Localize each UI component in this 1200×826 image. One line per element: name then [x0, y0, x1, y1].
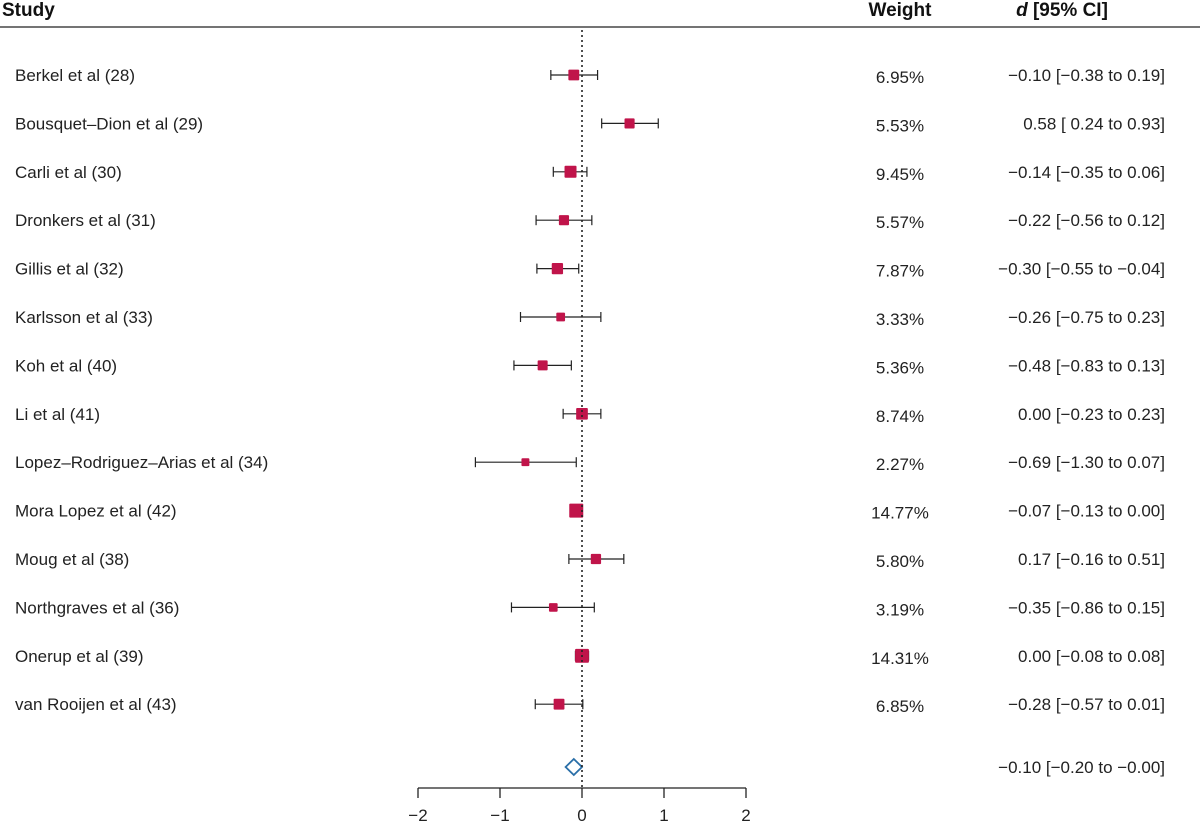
x-axis: −2 −1 0 1 2	[408, 787, 751, 825]
effect-marker	[556, 312, 566, 322]
study-row: Lopez–Rodriguez–Arias et al (34) 2.27% −0.…	[15, 453, 1165, 474]
header-ci-symbol: d	[1016, 0, 1028, 21]
study-name: Carli et al (30)	[15, 163, 122, 182]
study-ci: 0.00 [−0.23 to 0.23]	[1018, 405, 1165, 424]
study-ci: 0.00 [−0.08 to 0.08]	[1018, 647, 1165, 666]
study-row: van Rooijen et al (43) 6.85% −0.28 [−0.57 …	[15, 695, 1165, 716]
study-ci: −0.07 [−0.13 to 0.00]	[1008, 502, 1165, 521]
study-name: Koh et al (40)	[15, 356, 117, 375]
study-row: Berkel et al (28) 6.95% −0.10 [−0.38 to 0.…	[15, 66, 1165, 87]
study-ci: −0.35 [−0.86 to 0.15]	[1008, 598, 1165, 617]
study-name: Onerup et al (39)	[15, 647, 144, 666]
study-ci: −0.14 [−0.35 to 0.06]	[1008, 163, 1165, 182]
study-weight: 6.85%	[876, 697, 924, 716]
effect-marker	[568, 69, 580, 81]
effect-marker	[553, 698, 565, 710]
effect-marker	[521, 458, 530, 467]
study-weight: 5.57%	[876, 213, 924, 232]
study-ci: −0.69 [−1.30 to 0.07]	[1008, 453, 1165, 472]
study-ci: −0.10 [−0.38 to 0.19]	[1008, 66, 1165, 85]
axis-tick-label: −1	[490, 806, 509, 825]
study-ci: −0.22 [−0.56 to 0.12]	[1008, 211, 1165, 230]
study-name: Karlsson et al (33)	[15, 308, 153, 327]
axis-tick-label: 0	[577, 806, 586, 825]
study-ci: −0.28 [−0.57 to 0.01]	[1008, 695, 1165, 714]
effect-marker	[551, 262, 564, 275]
study-name: Moug et al (38)	[15, 550, 129, 569]
study-name: Li et al (41)	[15, 405, 100, 424]
study-name: Gillis et al (32)	[15, 260, 124, 279]
summary-diamond	[564, 757, 584, 777]
study-name: Northgraves et al (36)	[15, 598, 179, 617]
effect-marker	[564, 165, 577, 178]
axis-tick-label: −2	[408, 806, 427, 825]
header-ci: d [95% CI]	[1016, 0, 1108, 21]
study-row: Bousquet–Dion et al (29) 5.53% 0.58 [ 0.24…	[15, 114, 1165, 135]
study-name: Mora Lopez et al (42)	[15, 502, 177, 521]
study-name: Lopez–Rodriguez–Arias et al (34)	[15, 453, 268, 472]
study-rows: Berkel et al (28) 6.95% −0.10 [−0.38 to 0.…	[15, 66, 1165, 716]
axis-tick-label: 2	[741, 806, 750, 825]
study-row: Carli et al (30) 9.45% −0.14 [−0.35 to 0.0…	[15, 163, 1165, 184]
effect-marker	[548, 603, 558, 612]
study-weight: 9.45%	[876, 165, 924, 184]
effect-marker	[624, 118, 635, 129]
header-ci-label: [95% CI]	[1028, 0, 1108, 21]
axis-tick-label: 1	[659, 806, 668, 825]
study-row: Dronkers et al (31) 5.57% −0.22 [−0.56 to …	[15, 211, 1165, 232]
study-weight: 8.74%	[876, 407, 924, 426]
effect-marker	[558, 215, 570, 226]
header-study: Study	[2, 0, 55, 21]
study-ci: −0.48 [−0.83 to 0.13]	[1008, 356, 1165, 375]
study-ci: −0.30 [−0.55 to −0.04]	[998, 260, 1165, 279]
study-row: Moug et al (38) 5.80% 0.17 [−0.16 to 0.51]	[15, 550, 1165, 571]
study-row: Koh et al (40) 5.36% −0.48 [−0.83 to 0.13]	[15, 356, 1165, 377]
study-weight: 5.53%	[876, 116, 924, 135]
study-name: van Rooijen et al (43)	[15, 695, 177, 714]
study-weight: 2.27%	[876, 455, 924, 474]
effect-marker	[537, 360, 548, 371]
study-name: Dronkers et al (31)	[15, 211, 156, 230]
study-weight: 3.19%	[876, 600, 924, 619]
study-ci: −0.26 [−0.75 to 0.23]	[1008, 308, 1165, 327]
study-ci: 0.17 [−0.16 to 0.51]	[1018, 550, 1165, 569]
effect-marker	[576, 407, 588, 420]
effect-marker	[590, 553, 602, 565]
study-weight: 3.33%	[876, 310, 924, 329]
study-row: Onerup et al (39) 14.31% 0.00 [−0.08 to 0.…	[15, 647, 1165, 668]
study-name: Bousquet–Dion et al (29)	[15, 114, 203, 133]
summary-ci: −0.10 [−0.20 to −0.00]	[998, 758, 1165, 777]
study-row: Mora Lopez et al (42) 14.77% −0.07 [−0.13 …	[15, 502, 1165, 523]
effect-marker	[569, 503, 584, 518]
study-row: Northgraves et al (36) 3.19% −0.35 [−0.86 …	[15, 598, 1165, 619]
header-row: Study Weight d [95% CI]	[2, 0, 1108, 21]
study-ci: 0.58 [ 0.24 to 0.93]	[1023, 114, 1165, 133]
study-weight: 14.31%	[871, 649, 929, 668]
header-weight: Weight	[869, 0, 933, 21]
study-name: Berkel et al (28)	[15, 66, 135, 85]
summary-row: −0.10 [−0.20 to −0.00]	[564, 757, 1165, 777]
study-weight: 14.77%	[871, 504, 929, 523]
study-row: Li et al (41) 8.74% 0.00 [−0.23 to 0.23]	[15, 405, 1165, 426]
study-row: Karlsson et al (33) 3.33% −0.26 [−0.75 to …	[15, 308, 1165, 329]
study-weight: 7.87%	[876, 262, 924, 281]
study-weight: 6.95%	[876, 68, 924, 87]
study-weight: 5.36%	[876, 358, 924, 377]
study-weight: 5.80%	[876, 552, 924, 571]
study-row: Gillis et al (32) 7.87% −0.30 [−0.55 to −0…	[15, 260, 1165, 281]
